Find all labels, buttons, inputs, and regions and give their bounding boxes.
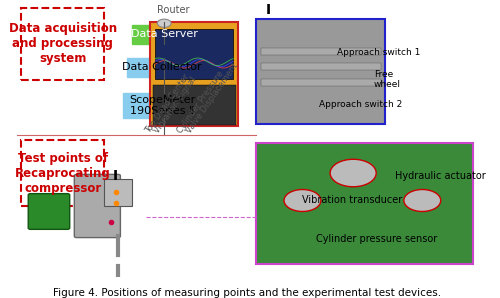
FancyBboxPatch shape (261, 48, 381, 55)
Text: Top Dead Center: Top Dead Center (144, 72, 191, 134)
FancyBboxPatch shape (261, 79, 381, 86)
Text: Data acquisition
and processing
system: Data acquisition and processing system (8, 22, 117, 65)
Text: Hydraulic actuator: Hydraulic actuator (394, 171, 486, 181)
FancyBboxPatch shape (155, 29, 234, 79)
FancyBboxPatch shape (128, 58, 196, 77)
Text: Cylinder Pressure: Cylinder Pressure (176, 69, 226, 134)
Text: ScopeMeter
190Series Ⅱ: ScopeMeter 190Series Ⅱ (129, 95, 195, 117)
Text: Approach switch 2: Approach switch 2 (318, 100, 402, 109)
Text: Valve Displacement: Valve Displacement (185, 61, 240, 134)
Text: I: I (266, 2, 270, 16)
Text: Cylinder pressure sensor: Cylinder pressure sensor (316, 234, 438, 244)
Text: Approach switch 1: Approach switch 1 (337, 48, 420, 57)
Text: Vibration Signal: Vibration Signal (152, 75, 198, 134)
Circle shape (330, 159, 376, 187)
FancyBboxPatch shape (28, 194, 70, 229)
Text: Test points of
Recaprocating
compressor: Test points of Recaprocating compressor (15, 151, 110, 195)
FancyBboxPatch shape (150, 22, 238, 126)
FancyBboxPatch shape (256, 143, 473, 264)
Circle shape (404, 190, 440, 212)
FancyBboxPatch shape (152, 85, 236, 125)
Text: Vibration transducer: Vibration transducer (302, 195, 402, 206)
Text: Router: Router (158, 5, 190, 15)
Circle shape (284, 190, 321, 212)
Text: Figure 4. Positions of measuring points and the experimental test devices.: Figure 4. Positions of measuring points … (53, 288, 441, 298)
Text: I: I (113, 169, 118, 183)
Circle shape (158, 19, 171, 27)
FancyBboxPatch shape (122, 93, 201, 118)
FancyBboxPatch shape (74, 174, 120, 238)
Text: Free
wheel: Free wheel (374, 70, 401, 89)
FancyBboxPatch shape (104, 179, 132, 206)
Text: Data Collector: Data Collector (122, 62, 202, 72)
FancyBboxPatch shape (132, 25, 196, 44)
FancyBboxPatch shape (261, 63, 381, 70)
Text: Data Server: Data Server (131, 29, 198, 39)
FancyBboxPatch shape (256, 19, 386, 124)
